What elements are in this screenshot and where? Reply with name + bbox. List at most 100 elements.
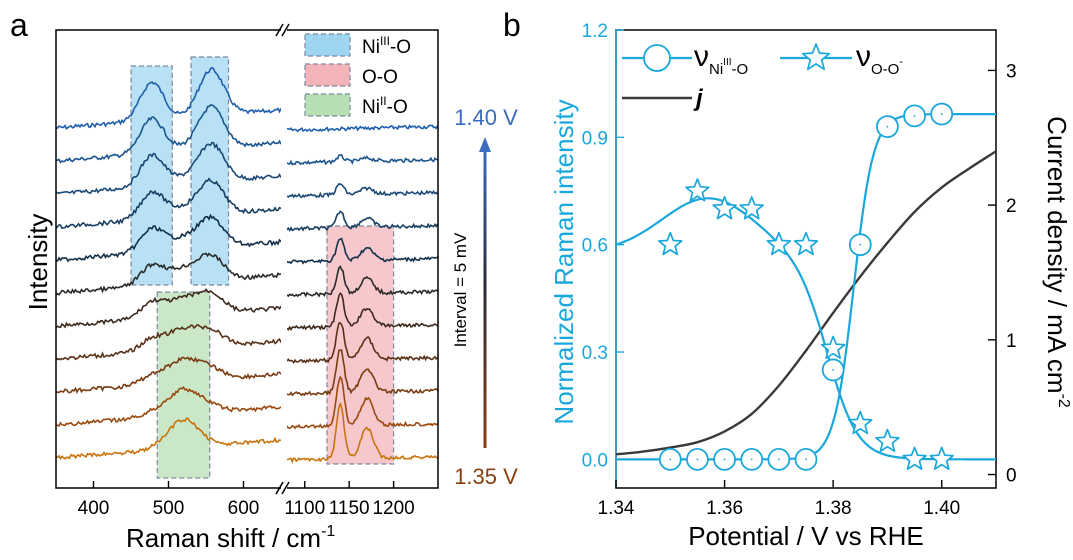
x-tick-label: 400: [78, 498, 110, 519]
marker-oo: [875, 428, 900, 453]
y-left-tick-label: 0.0: [582, 450, 608, 471]
spectrum-left: [56, 386, 281, 427]
panel-b-axes: 1.34 1.36 1.38 1.40 0.0 0.3 0.6 0.9 1.2 0 1 2 3: [582, 21, 1017, 519]
spectrum-right: [287, 182, 438, 199]
spectrum-left: [56, 324, 281, 361]
x-tick-label: 1.38: [815, 498, 852, 519]
spectrum-right: [287, 237, 438, 265]
y-left-tick-label: 1.2: [582, 21, 608, 42]
panel-b-label: b: [503, 7, 521, 43]
legend-marker-ni3o: [643, 44, 671, 72]
spectrum-left: [56, 288, 281, 329]
spectra-right: [287, 124, 438, 464]
marker-ni3o-dot: [805, 458, 807, 461]
legend-label: NiII-O: [362, 94, 408, 118]
marker-ni3o-dot: [777, 458, 780, 461]
marker-ni3o-dot: [940, 113, 943, 115]
panel-b-left-axis-label: Normalized Raman intensity: [549, 99, 579, 424]
spectra-left: [56, 66, 281, 461]
x-tick-label: 1150: [329, 498, 370, 519]
marker-ni3o-dot: [886, 125, 889, 128]
y-left-tick-label: 0.9: [582, 128, 608, 149]
series-j-line: [616, 150, 996, 456]
spectrum-left: [56, 417, 281, 461]
highlight-regions: [130, 56, 395, 479]
x-tick-label: 500: [153, 498, 185, 519]
marker-ni3o-dot: [669, 458, 672, 461]
marker-oo: [658, 231, 683, 256]
spectrum-right: [287, 154, 438, 166]
spectrum-right: [287, 375, 438, 430]
y-left-tick-label: 0.3: [582, 343, 608, 364]
potential-bottom-label: 1.35 V: [454, 464, 518, 489]
marker-oo: [902, 446, 927, 470]
spectrum-left: [56, 141, 281, 195]
potential-top-label: 1.40 V: [454, 105, 518, 130]
legend-swatch: [304, 33, 351, 57]
marker-oo: [685, 178, 710, 202]
legend-marker-oo: [801, 43, 831, 71]
legend-swatch: [304, 93, 351, 117]
panel-a-x-ticks: 400 500 600 1100 1150 1200: [78, 481, 415, 519]
spectrum-left: [56, 66, 281, 130]
marker-ni3o-dot: [913, 114, 916, 117]
x-tick-label: 1200: [372, 498, 414, 519]
panel-a-legend: NiIII-O O-O NiII-O: [304, 33, 411, 118]
marker-ni3o-dot: [859, 243, 862, 246]
panel-b-plot: [616, 102, 996, 471]
spectrum-right: [287, 124, 438, 133]
y-right-tick-label: 0: [1006, 466, 1017, 487]
region-2: [156, 291, 211, 479]
series-oo-fit: [616, 197, 996, 461]
y-left-tick-label: 0.6: [582, 236, 608, 257]
axis-break-marks: [275, 23, 290, 495]
x-tick-label: 1.34: [598, 498, 635, 519]
panel-a-label: a: [10, 7, 28, 43]
marker-oo: [929, 446, 954, 470]
panel-a-y-axis-label: Intensity: [23, 214, 53, 311]
spectrum-right: [287, 292, 438, 332]
legend-label-ni3o: νNiIII-O: [694, 40, 748, 78]
spectrum-right: [287, 401, 438, 464]
spectrum-left: [56, 104, 281, 164]
x-tick-label: 1.36: [706, 498, 743, 519]
x-tick-label: 600: [228, 498, 260, 519]
x-tick-label: 1100: [284, 498, 325, 519]
marker-ni3o-dot: [723, 458, 726, 461]
panel-b-legend: νNiIII-O νO-O-j: [622, 40, 903, 112]
interval-label: Interval = 5 mV: [451, 232, 470, 347]
marker-ni3o-dot: [832, 369, 835, 371]
y-right-tick-label: 1: [1006, 331, 1017, 352]
marker-oo: [820, 335, 846, 360]
marker-oo: [766, 231, 792, 256]
panel-a-x-axis-label: Raman shift / cm-1: [126, 523, 335, 553]
marker-ni3o-dot: [750, 458, 753, 461]
marker-oo: [848, 410, 873, 435]
potential-arrow-shaft: [483, 150, 487, 448]
legend-label: NiIII-O: [362, 34, 411, 58]
marker-oo: [793, 231, 819, 256]
spectrum-right: [287, 210, 438, 232]
marker-ni3o-dot: [696, 458, 699, 461]
legend-swatch: [304, 63, 351, 87]
spectrum-left: [56, 213, 281, 263]
spectrum-left: [56, 356, 281, 394]
x-tick-label: 1.40: [923, 498, 960, 519]
panel-b-right-axis-label: Current density / mA cm-2: [1042, 116, 1072, 408]
legend-label: O-O: [362, 67, 398, 88]
spectrum-right: [287, 265, 438, 298]
spectrum-right: [287, 349, 438, 397]
spectrum-left: [56, 177, 281, 230]
marker-oo: [712, 196, 737, 220]
potential-arrow-head: [479, 137, 491, 152]
legend-label-j: j: [693, 85, 704, 112]
panel-a-frame-right: [287, 29, 439, 489]
spectrum-left: [56, 252, 281, 296]
region-1: [190, 56, 230, 286]
panel-b-x-axis-label: Potential / V vs RHE: [688, 521, 924, 551]
region-3: [326, 225, 395, 465]
y-right-tick-label: 3: [1006, 61, 1017, 82]
legend-label-oo: νO-O-: [856, 40, 903, 78]
spectrum-right: [287, 322, 438, 365]
